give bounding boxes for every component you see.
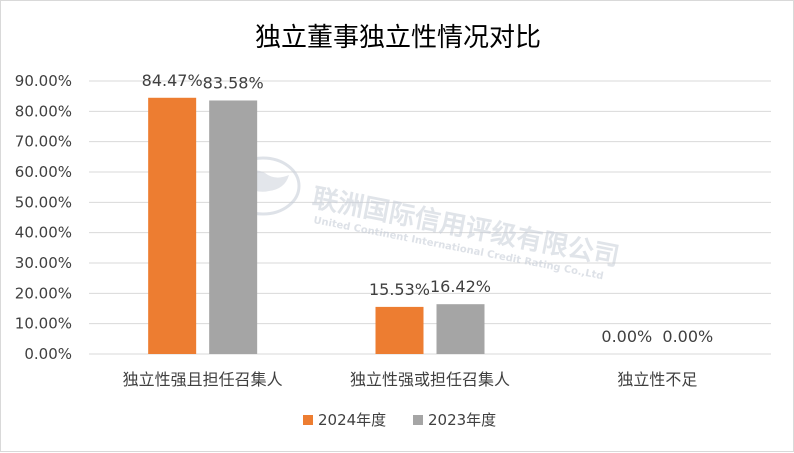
bar xyxy=(209,100,258,354)
data-label: 15.53% xyxy=(369,280,430,299)
data-label: 84.47% xyxy=(142,71,203,90)
chart-title: 独立董事独立性情况对比 xyxy=(255,23,541,53)
bar xyxy=(436,304,485,354)
bar xyxy=(375,306,424,354)
y-tick-label: 80.00% xyxy=(15,102,72,120)
legend-label: 2024年度 xyxy=(318,411,386,429)
y-tick-label: 20.00% xyxy=(15,284,72,302)
y-tick-label: 70.00% xyxy=(15,133,72,151)
y-tick-label: 0.00% xyxy=(24,345,72,363)
x-category-label: 独立性强或担任召集人 xyxy=(350,370,510,389)
data-label: 0.00% xyxy=(662,327,713,346)
data-labels: 84.47% 83.58% 15.53% 16.42% 0.00% 0.00% xyxy=(142,71,714,346)
gridlines xyxy=(89,80,771,355)
legend-label: 2023年度 xyxy=(428,411,496,429)
x-category-label: 独立性强且担任召集人 xyxy=(123,370,283,389)
y-tick-label: 90.00% xyxy=(15,72,72,90)
data-label: 0.00% xyxy=(601,327,652,346)
legend-swatch xyxy=(413,415,423,425)
y-tick-label: 40.00% xyxy=(15,224,72,242)
bar xyxy=(148,97,197,355)
bars xyxy=(148,97,485,355)
watermark: 联洲国际信用评级有限公司 United Continent Internatio… xyxy=(225,156,622,282)
x-category-label: 独立性不足 xyxy=(617,370,697,389)
y-axis: 0.00% 10.00% 20.00% 30.00% 40.00% 50.00% 60.00… xyxy=(15,72,72,363)
x-axis: 独立性强且担任召集人 独立性强或担任召集人 独立性不足 xyxy=(123,370,698,389)
y-tick-label: 50.00% xyxy=(15,193,72,211)
legend-swatch xyxy=(303,415,313,425)
data-label: 83.58% xyxy=(203,73,264,92)
y-tick-label: 10.00% xyxy=(15,315,72,333)
legend: 2024年度 2023年度 xyxy=(303,411,496,429)
y-tick-label: 60.00% xyxy=(15,163,72,181)
y-tick-label: 30.00% xyxy=(15,254,72,272)
data-label: 16.42% xyxy=(430,277,491,296)
